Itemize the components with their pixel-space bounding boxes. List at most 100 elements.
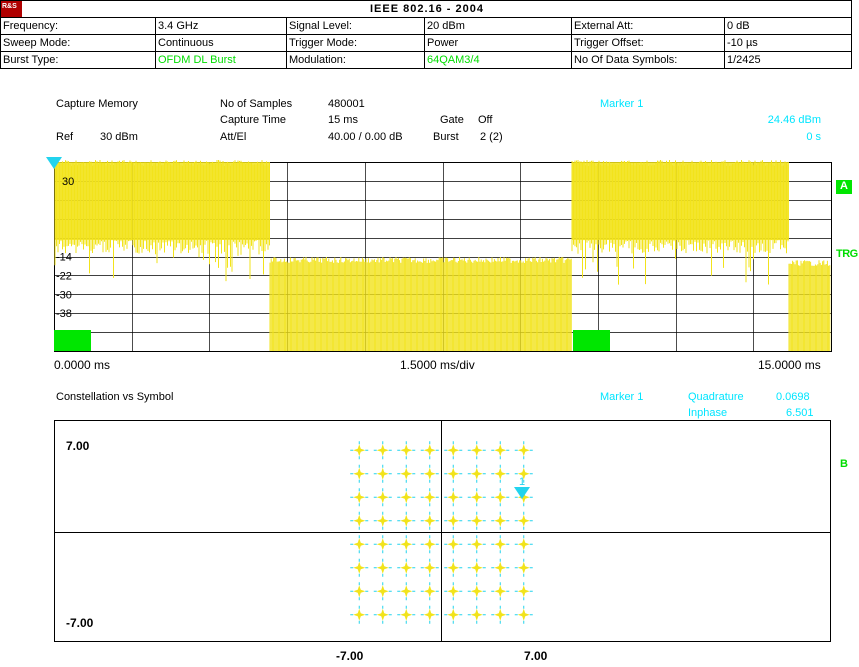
trigger-label: TRG [836,248,858,260]
point-mark [423,589,436,594]
point-mark [517,518,530,523]
inphase-value: 6.501 [786,407,814,419]
point-mark [494,612,507,617]
constellation-point [397,464,416,483]
constellation-point [491,488,510,507]
constellation-point [514,511,533,530]
constellation-point [491,582,510,601]
point-mark [353,495,366,500]
capture-time-value: 15 ms [328,114,358,126]
point-mark [447,471,460,476]
constellation-point [420,605,439,624]
y-tick-label: -30 [56,289,72,301]
constellation-point [373,558,392,577]
constellation-point [514,464,533,483]
constellation-point [350,511,369,530]
point-mark [447,495,460,500]
constellation-point [491,441,510,460]
constellation-point [373,582,392,601]
settings-row: Sweep Mode: Continuous Trigger Mode: Pow… [0,34,852,52]
point-mark [447,565,460,570]
ref-label: Ref [56,131,74,143]
constellation-point [420,488,439,507]
point-mark [517,565,530,570]
constellation-point [397,535,416,554]
point-mark [423,542,436,547]
frequency-value: 3.4 GHz [155,17,287,35]
constellation-point [397,582,416,601]
data-symbols-value: 1/2425 [724,51,852,69]
marker-triangle-icon [514,487,530,499]
constellation-point [373,441,392,460]
constellation-point [373,511,392,530]
x-end-label: 15.0000 ms [758,358,821,372]
point-mark [353,542,366,547]
const-marker-label: Marker 1 [600,391,644,403]
x-left-label: -7.00 [336,649,364,663]
trigger-mode-value: Power [424,34,572,52]
constellation-point [467,605,486,624]
point-mark [494,565,507,570]
signal-level-label: Signal Level: [286,17,425,35]
screen-a-label: A [836,180,852,194]
constellation-point [467,488,486,507]
point-mark [494,471,507,476]
point-mark [376,565,389,570]
constellation-point [467,464,486,483]
point-mark [376,448,389,453]
point-mark [376,518,389,523]
y-tick-label: -22 [56,270,72,282]
point-mark [353,612,366,617]
constellation-point [420,582,439,601]
trigger-mode-label: Trigger Mode: [286,34,425,52]
point-mark [400,565,413,570]
constellation-point [467,441,486,460]
constellation-points [350,441,533,624]
constellation-point [397,441,416,460]
point-mark [376,495,389,500]
burst-type-label: Burst Type: [0,51,156,69]
point-mark [517,542,530,547]
point-mark [447,448,460,453]
burst-marker [54,330,91,351]
constellation-point [444,558,463,577]
constellation-point [444,464,463,483]
trigger-offset-value: -10 µs [724,34,852,52]
point-mark [517,589,530,594]
point-mark [517,448,530,453]
point-mark [376,612,389,617]
point-mark [400,448,413,453]
point-mark [470,448,483,453]
burst-type-value: OFDM DL Burst [155,51,287,69]
sweep-mode-value: Continuous [155,34,287,52]
trace-spikes [571,160,789,285]
constellation-point [467,535,486,554]
quadrature-value: 0.0698 [776,391,810,403]
constellation-point [420,464,439,483]
point-mark [353,589,366,594]
constellation-point [514,605,533,624]
constellation-point [444,488,463,507]
page-title: IEEE 802.16 - 2004 [0,0,852,18]
x-div-label: 1.5000 ms/div [400,358,475,372]
point-mark [400,518,413,523]
constellation-point [444,511,463,530]
modulation-value: 64QAM3/4 [424,51,572,69]
x-start-label: 0.0000 ms [54,358,111,372]
point-mark [353,471,366,476]
gate-label: Gate [440,114,464,126]
point-mark [494,542,507,547]
settings-table: IEEE 802.16 - 2004 Frequency: 3.4 GHz Si… [0,0,852,69]
constellation-point [514,441,533,460]
point-mark [517,612,530,617]
marker-level: 24.46 dBm [767,114,821,126]
marker-time: 0 s [806,131,821,143]
constellation-point [350,558,369,577]
constellation-point [397,488,416,507]
y-tick-label: 30 [62,176,74,188]
point-mark [470,612,483,617]
point-mark [494,448,507,453]
data-symbols-label: No Of Data Symbols: [571,51,725,69]
constellation-point [350,582,369,601]
point-mark [494,589,507,594]
